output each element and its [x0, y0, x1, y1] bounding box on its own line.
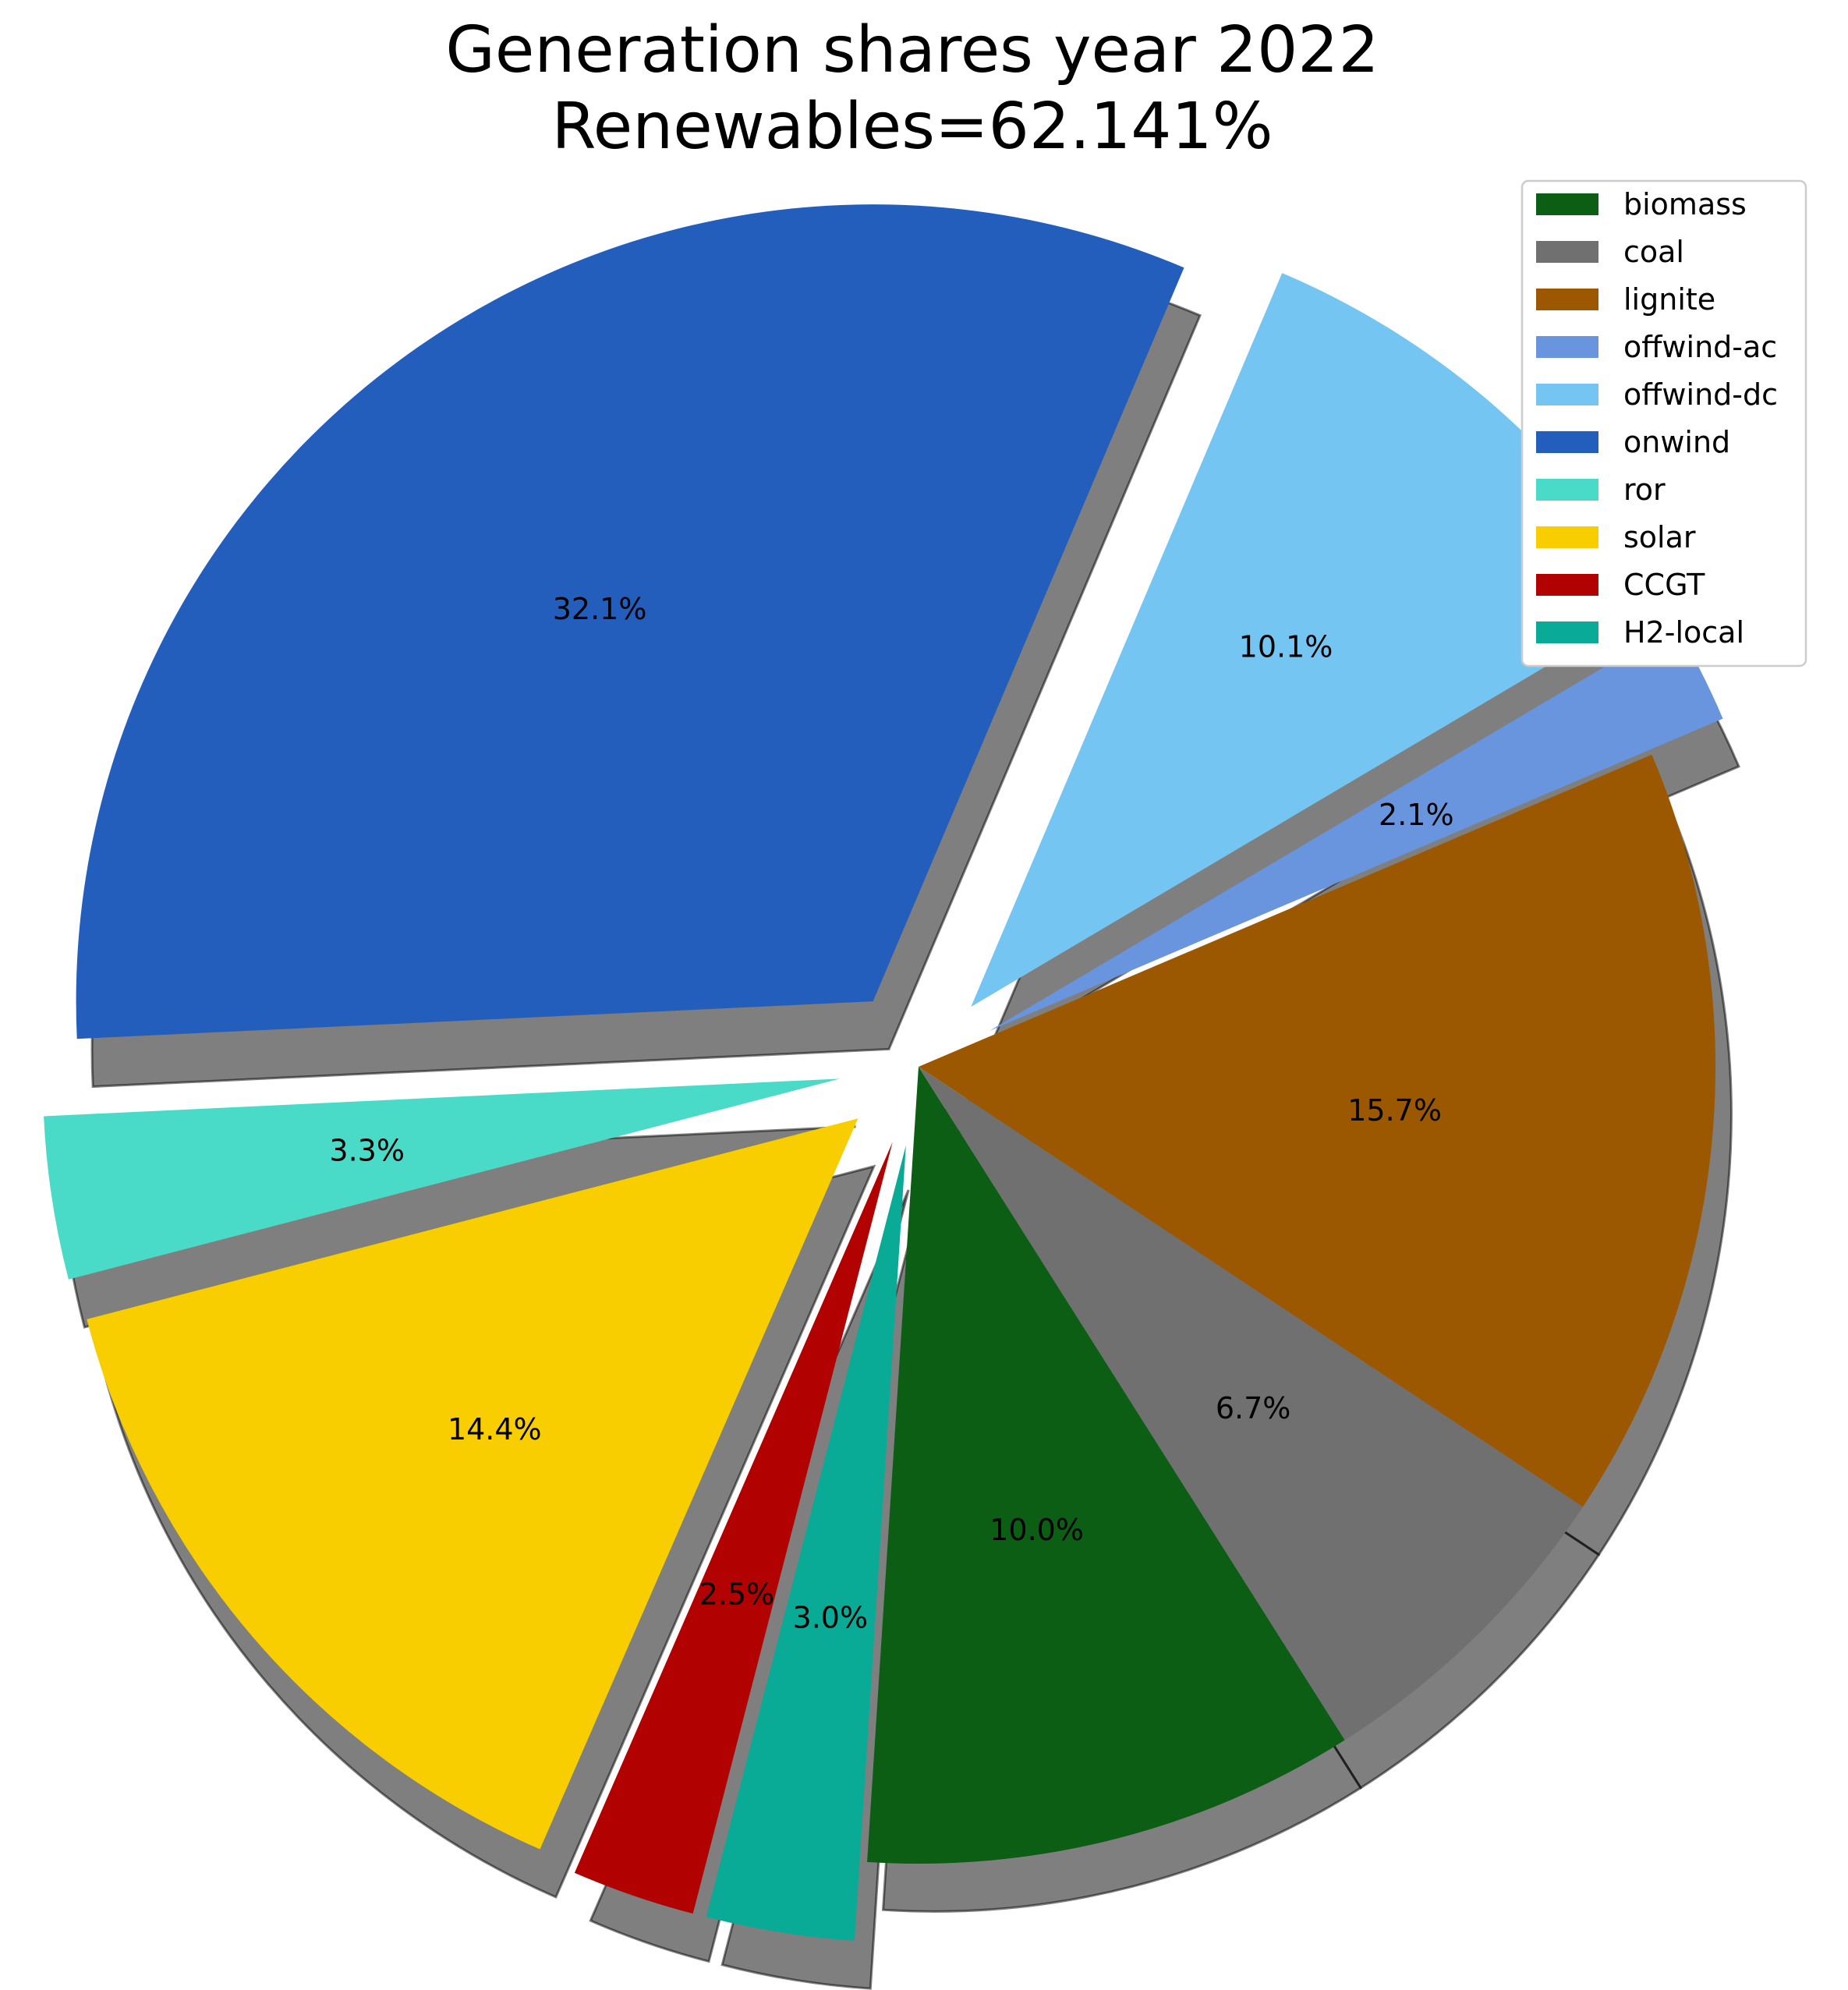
- legend-label-solar: solar: [1623, 520, 1696, 554]
- slice-solar: [87, 1118, 859, 1850]
- percent-label-coal: 6.7%: [1216, 1391, 1291, 1425]
- percent-label-onwind: 32.1%: [553, 592, 647, 626]
- legend-label-ror: ror: [1623, 473, 1666, 507]
- legend-swatch-ror: [1536, 479, 1598, 501]
- chart-subtitle: Renewables=62.141%: [551, 90, 1273, 164]
- legend-label-h2-local: H2-local: [1623, 615, 1744, 650]
- pie-wedges: [44, 204, 1723, 1941]
- legend-label-ccgt: CCGT: [1623, 568, 1705, 602]
- legend-label-onwind: onwind: [1623, 425, 1730, 459]
- percent-label-lignite: 15.7%: [1347, 1093, 1442, 1128]
- legend-swatch-onwind: [1536, 431, 1598, 453]
- legend-swatch-solar: [1536, 526, 1598, 548]
- legend-label-biomass: biomass: [1623, 187, 1747, 221]
- legend-swatch-lignite: [1536, 289, 1598, 310]
- percent-label-offwind-ac: 2.1%: [1379, 798, 1454, 832]
- slice-offwind-ac: [989, 625, 1723, 1031]
- legend-swatch-offwind-ac: [1536, 336, 1598, 358]
- percent-labels: 10.0% 6.7% 15.7% 2.1% 10.1% 32.1% 3.3% 14.4% 2.5…: [329, 592, 1453, 1634]
- legend-label-offwind-dc: offwind-dc: [1623, 377, 1778, 412]
- percent-label-biomass: 10.0%: [989, 1513, 1084, 1547]
- slice-h2-local: [706, 1145, 906, 1941]
- slice-coal: [919, 1067, 1584, 1740]
- slice-offwind-dc: [971, 273, 1657, 1007]
- slice-lignite: [919, 754, 1716, 1507]
- percent-label-solar: 14.4%: [448, 1412, 542, 1446]
- chart-title-group: Generation shares year 2022 Renewables=6…: [445, 13, 1379, 164]
- percent-label-h2-local: 3.0%: [793, 1600, 869, 1634]
- percent-label-ccgt: 2.5%: [699, 1577, 775, 1611]
- legend-label-coal: coal: [1623, 235, 1684, 269]
- legend: biomass coal lignite offwind-ac offwind-dc on…: [1521, 179, 1807, 667]
- legend-swatch-coal: [1536, 241, 1598, 263]
- legend-swatch-ccgt: [1536, 574, 1598, 596]
- percent-label-ror: 3.3%: [329, 1134, 405, 1168]
- legend-swatch-h2-local: [1536, 621, 1598, 643]
- slice-ccgt: [574, 1142, 893, 1914]
- legend-swatch-biomass: [1536, 193, 1598, 215]
- legend-swatch-offwind-dc: [1536, 384, 1598, 405]
- slice-onwind: [76, 204, 1184, 1039]
- chart-title: Generation shares year 2022: [445, 13, 1379, 87]
- slice-ror: [44, 1078, 840, 1280]
- slice-biomass: [867, 1067, 1345, 1864]
- percent-label-offwind-dc: 10.1%: [1239, 630, 1333, 664]
- legend-label-offwind-ac: offwind-ac: [1623, 330, 1777, 364]
- legend-label-lignite: lignite: [1623, 282, 1715, 317]
